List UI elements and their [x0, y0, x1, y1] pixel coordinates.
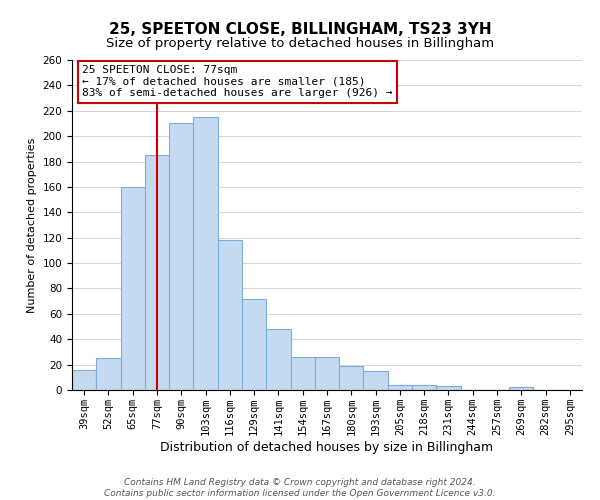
X-axis label: Distribution of detached houses by size in Billingham: Distribution of detached houses by size … — [160, 440, 494, 454]
Bar — [339, 366, 364, 390]
Text: Contains HM Land Registry data © Crown copyright and database right 2024.
Contai: Contains HM Land Registry data © Crown c… — [104, 478, 496, 498]
Bar — [412, 385, 436, 390]
Bar — [169, 124, 193, 390]
Text: Size of property relative to detached houses in Billingham: Size of property relative to detached ho… — [106, 36, 494, 50]
Bar — [72, 370, 96, 390]
Bar — [364, 371, 388, 390]
Bar — [388, 385, 412, 390]
Bar — [266, 329, 290, 390]
Bar — [315, 357, 339, 390]
Text: 25, SPEETON CLOSE, BILLINGHAM, TS23 3YH: 25, SPEETON CLOSE, BILLINGHAM, TS23 3YH — [109, 22, 491, 38]
Bar — [509, 388, 533, 390]
Bar — [193, 117, 218, 390]
Bar — [436, 386, 461, 390]
Bar — [145, 155, 169, 390]
Bar — [218, 240, 242, 390]
Bar — [96, 358, 121, 390]
Bar — [121, 187, 145, 390]
Bar — [242, 298, 266, 390]
Y-axis label: Number of detached properties: Number of detached properties — [27, 138, 37, 312]
Bar — [290, 357, 315, 390]
Text: 25 SPEETON CLOSE: 77sqm
← 17% of detached houses are smaller (185)
83% of semi-d: 25 SPEETON CLOSE: 77sqm ← 17% of detache… — [82, 65, 392, 98]
